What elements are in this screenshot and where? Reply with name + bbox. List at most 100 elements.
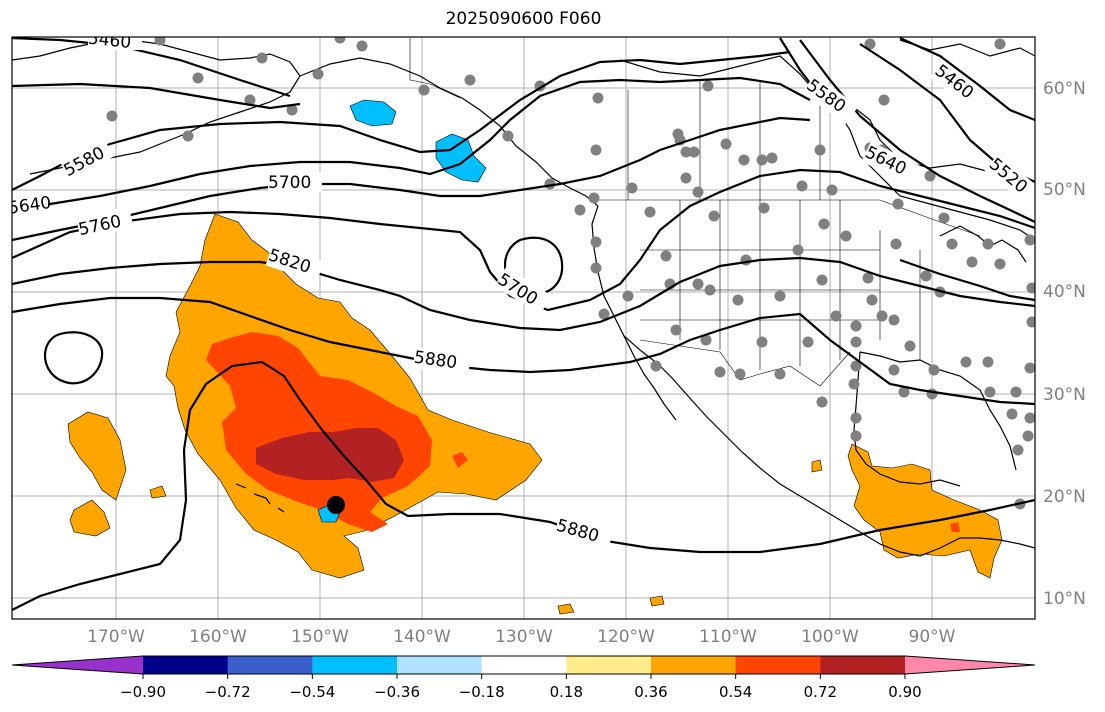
station-dot bbox=[1024, 412, 1035, 424]
alaska-panhandle bbox=[299, 57, 599, 207]
station-dot bbox=[848, 378, 860, 390]
station-dot bbox=[830, 310, 842, 322]
station-dot bbox=[702, 80, 714, 92]
colorbar-segment bbox=[312, 656, 398, 674]
shade-blue-gulf bbox=[349, 99, 397, 127]
station-dot bbox=[312, 68, 324, 80]
shade-orange-dot1 bbox=[149, 485, 167, 499]
colorbar-tick-label: −0.18 bbox=[459, 683, 505, 701]
station-dot bbox=[756, 336, 768, 348]
station-dot bbox=[982, 238, 994, 250]
colorbar-tick-label: 0.72 bbox=[804, 683, 837, 701]
station-dot bbox=[714, 366, 726, 378]
shade-orange-small-pac1 bbox=[557, 603, 575, 615]
station-dot bbox=[740, 254, 752, 266]
station-dot bbox=[588, 192, 600, 204]
colorbar-tick-label: 0.90 bbox=[888, 683, 921, 701]
lat-tick-label: 20°N bbox=[1043, 487, 1086, 507]
station-dot bbox=[244, 94, 256, 106]
station-dot bbox=[672, 128, 684, 140]
colorbar-segment bbox=[651, 656, 737, 674]
lon-tick-label: 140°W bbox=[393, 627, 451, 647]
station-dot bbox=[590, 144, 602, 156]
station-dot bbox=[154, 37, 166, 46]
station-dot bbox=[816, 274, 828, 286]
hudson-bay bbox=[829, 99, 1035, 241]
colorbar-segment bbox=[397, 656, 483, 674]
contour-5700-closed bbox=[504, 236, 564, 295]
station-dot bbox=[796, 180, 808, 192]
station-dot bbox=[464, 74, 476, 86]
colorbar-extend-high bbox=[905, 656, 1035, 674]
station-dot bbox=[256, 52, 268, 64]
station-dot bbox=[928, 364, 940, 376]
mexico-gulf bbox=[853, 351, 961, 487]
station-dot bbox=[994, 258, 1006, 270]
contour-label-5700-west: 5700 bbox=[268, 173, 311, 193]
colorbar-tick-label: 0.36 bbox=[634, 683, 667, 701]
station-dot bbox=[814, 144, 826, 156]
station-dot bbox=[888, 364, 900, 376]
colorbar-segment bbox=[566, 656, 652, 674]
baja bbox=[623, 335, 677, 421]
station-dot bbox=[888, 314, 900, 326]
shade-redorange-spot bbox=[452, 452, 468, 468]
station-dot bbox=[738, 154, 750, 166]
station-dot bbox=[1010, 386, 1022, 398]
station-dot bbox=[720, 138, 732, 150]
contour-5820 bbox=[12, 256, 1035, 332]
station-dot bbox=[898, 386, 910, 398]
colorbar-tick-labels: −0.90 −0.72 −0.54 −0.36 −0.18 0.18 0.36 0.54 0.7… bbox=[120, 674, 922, 701]
station-dot bbox=[734, 368, 746, 380]
station-dot bbox=[892, 198, 904, 210]
colorbar-extend-low bbox=[12, 656, 143, 674]
station-dot bbox=[182, 130, 194, 142]
lat-tick-label: 60°N bbox=[1043, 79, 1086, 99]
station-dot bbox=[890, 238, 902, 250]
lat-tick-label: 30°N bbox=[1043, 385, 1086, 405]
station-dot bbox=[864, 38, 876, 50]
contour-5640-west bbox=[12, 76, 811, 214]
lon-tick-labels: 170°W 160°W 150°W 140°W 130°W 120°W 110°… bbox=[87, 627, 956, 647]
station-dot bbox=[758, 202, 770, 214]
political-borders bbox=[409, 38, 981, 387]
station-dot bbox=[334, 37, 346, 44]
lon-tick-label: 170°W bbox=[87, 627, 145, 647]
station-dot bbox=[1024, 362, 1035, 374]
station-dot bbox=[840, 230, 852, 242]
colorbar-tick-label: −0.36 bbox=[374, 683, 420, 701]
colorbar-tick-label: 0.54 bbox=[719, 683, 752, 701]
station-dot bbox=[862, 272, 874, 284]
lon-tick-label: 160°W bbox=[189, 627, 247, 647]
contour-5640-east bbox=[799, 39, 1035, 223]
lon-tick-label: 100°W bbox=[801, 627, 859, 647]
station-dot bbox=[1022, 430, 1034, 442]
station-dot bbox=[982, 356, 994, 368]
map-frame bbox=[11, 36, 1036, 620]
station-dots bbox=[106, 37, 1035, 510]
station-dot bbox=[660, 250, 672, 262]
station-dot bbox=[502, 130, 514, 142]
station-dot bbox=[774, 290, 786, 302]
us-mexico-border bbox=[639, 339, 851, 387]
us-canada-border bbox=[598, 199, 981, 237]
station-dot bbox=[356, 40, 368, 52]
state-lines-1 bbox=[640, 200, 921, 370]
lat-tick-labels: 60°N 50°N 40°N 30°N 20°N 10°N bbox=[1043, 79, 1086, 609]
station-dot bbox=[1012, 444, 1024, 456]
colorbar-segment bbox=[227, 656, 313, 674]
station-dot bbox=[688, 146, 700, 158]
shade-red-ca-spot bbox=[950, 522, 960, 532]
contour-east-5700 bbox=[899, 258, 1035, 302]
station-dot bbox=[590, 262, 602, 274]
lon-tick-label: 90°W bbox=[909, 627, 956, 647]
station-dot bbox=[1026, 282, 1035, 294]
station-dot bbox=[802, 336, 814, 348]
anomaly-shading bbox=[67, 99, 1003, 615]
gulf-coast bbox=[859, 351, 1017, 471]
shade-orange-small-mex bbox=[811, 459, 823, 473]
colorbar-tick-label: −0.90 bbox=[120, 683, 166, 701]
station-dot bbox=[850, 360, 862, 372]
colorbar-segment bbox=[143, 656, 229, 674]
